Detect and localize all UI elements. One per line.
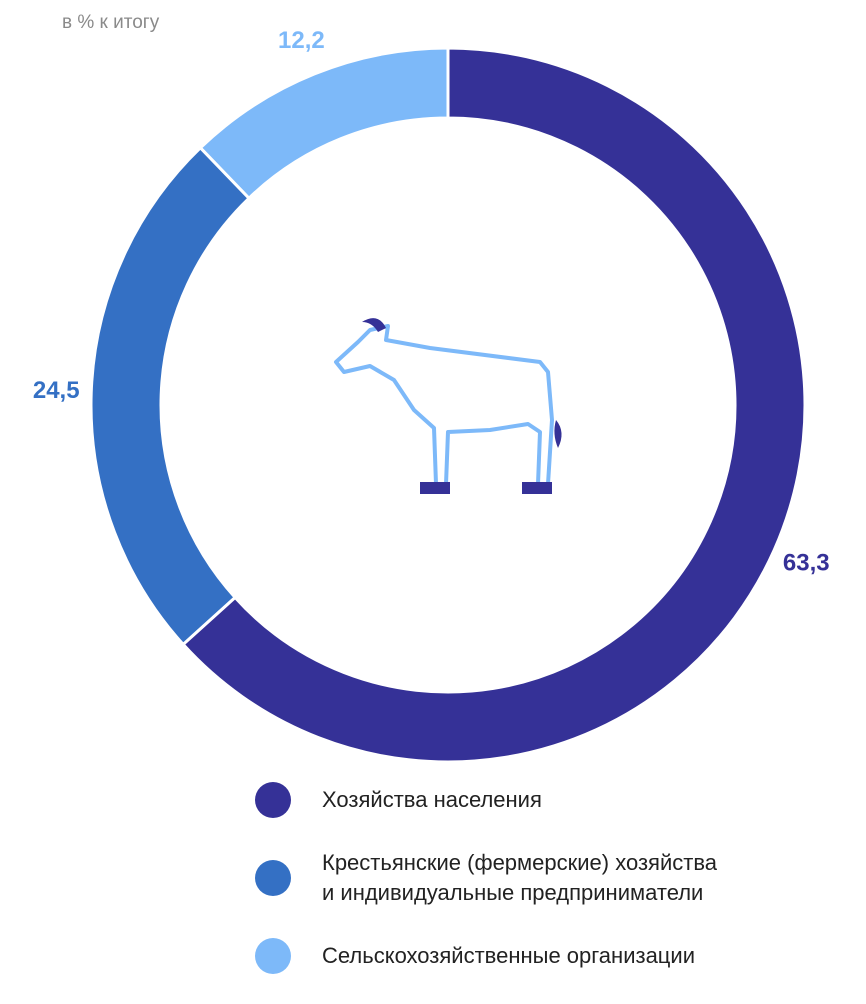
legend-swatch <box>255 938 291 974</box>
value-label: 12,2 <box>278 27 325 54</box>
legend-swatch <box>255 782 291 818</box>
page: в % к итогу 63,3 24,5 12,2 Хозяйства насел… <box>33 12 830 974</box>
donut-segment <box>181 46 807 764</box>
legend-swatch <box>255 860 291 896</box>
value-label: 24,5 <box>33 377 80 404</box>
chart: 63,3 24,5 12,2 <box>33 27 830 764</box>
legend-item: Сельскохозяйственные организации <box>255 938 717 974</box>
donut-segment <box>198 46 450 201</box>
legend: Хозяйства населения Крестьянские (фермерс… <box>255 782 717 1004</box>
subtitle: в % к итогу <box>62 12 160 33</box>
legend-label: Хозяйства населения <box>322 787 542 812</box>
cow-horn <box>362 318 386 332</box>
cow-hoof <box>522 482 552 494</box>
legend-item: Хозяйства населения <box>255 782 717 818</box>
cow-icon <box>334 324 554 486</box>
legend-item: Крестьянские (фермерские) хозяйства и ин… <box>255 848 717 908</box>
cow-hoof <box>420 482 450 494</box>
legend-label: Сельскохозяйственные организации <box>322 943 695 968</box>
donut-segment <box>89 145 252 647</box>
value-label: 63,3 <box>783 549 830 576</box>
legend-label: Крестьянские (фермерские) хозяйства и ин… <box>322 850 718 905</box>
cow-tail <box>554 420 562 448</box>
